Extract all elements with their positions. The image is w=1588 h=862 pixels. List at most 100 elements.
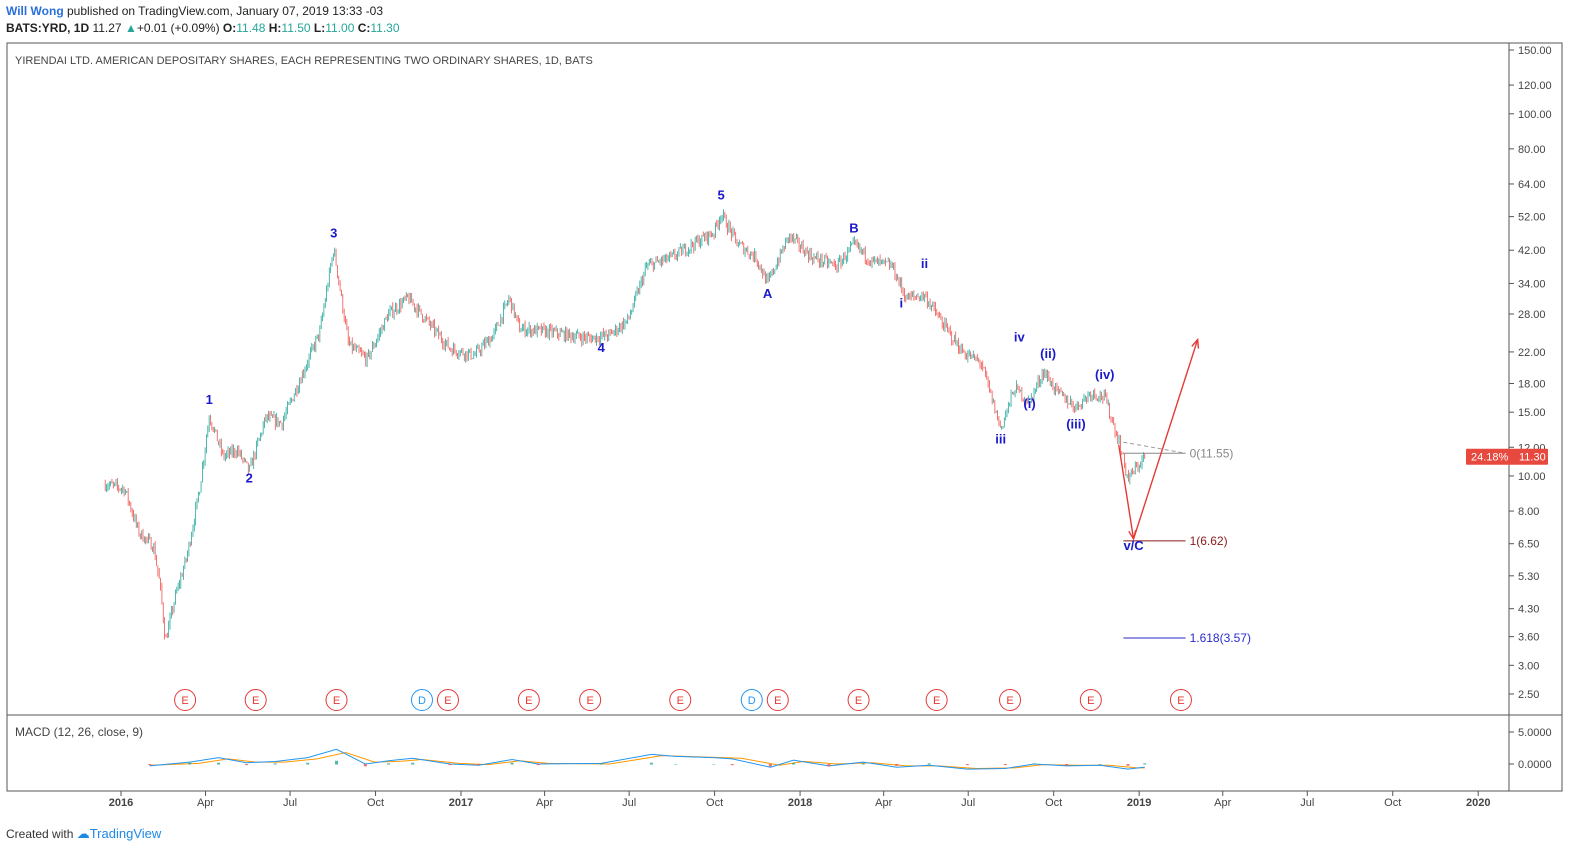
last-price-value: 11.30 xyxy=(1519,452,1546,464)
fib-label-0: 0(11.55) xyxy=(1190,446,1234,460)
event-marker-label: E xyxy=(1006,695,1013,707)
tradingview-logo-icon: ☁ xyxy=(76,826,90,841)
last-price: 11.27 xyxy=(92,21,122,35)
price-tick-label: 150.00 xyxy=(1518,45,1552,57)
time-tick-label: Apr xyxy=(1214,797,1231,809)
close-label: C: xyxy=(357,21,371,35)
macd-histogram-bar xyxy=(768,764,772,767)
price-tick-label: 80.00 xyxy=(1518,144,1546,156)
macd-label: MACD (12, 26, close, 9) xyxy=(15,725,143,739)
price-tick-label: 3.00 xyxy=(1518,660,1539,672)
price-tick-label: 10.00 xyxy=(1518,471,1546,483)
low-value: 11.00 xyxy=(325,21,355,35)
time-axis: 2016 Apr Jul Oct 2017 Apr Jul Oct 2018 Apr Jul Oct 2… xyxy=(109,791,1490,809)
event-marker-13[interactable] xyxy=(1079,689,1102,711)
macd-histogram-bar xyxy=(477,764,481,766)
price-axis: 150.00 120.00 100.00 80.00 64.00 52.00 42.00 34… xyxy=(1509,45,1552,701)
time-tick-label: Apr xyxy=(875,797,892,809)
open-value: 11.48 xyxy=(236,21,266,35)
event-marker-9[interactable] xyxy=(766,689,789,711)
macd-histogram-bar xyxy=(895,764,899,766)
macd-histogram-bar xyxy=(1032,763,1036,765)
fib-label-2: 1.618(3.57) xyxy=(1190,631,1251,645)
ohlc-row: BATS:YRD, 1D 11.27 ▲+0.01 (+0.09%) O:11.… xyxy=(6,20,400,37)
price-tick-label: 52.00 xyxy=(1518,212,1546,224)
time-tick-label: Jul xyxy=(1300,797,1314,809)
event-marker-label: D xyxy=(418,695,426,707)
open-label: O: xyxy=(222,21,237,35)
projection-arrowhead-up xyxy=(1191,337,1200,349)
event-marker-4[interactable] xyxy=(436,689,459,711)
price-tick-label: 120.00 xyxy=(1518,80,1552,92)
event-marker-8[interactable] xyxy=(740,689,763,711)
price-tick-label: 3.60 xyxy=(1518,632,1539,644)
wave-label-2: 3 xyxy=(330,226,337,241)
event-marker-label: E xyxy=(252,695,259,707)
event-marker-11[interactable] xyxy=(925,689,948,711)
event-marker-label: E xyxy=(333,695,340,707)
time-tick-label: 2019 xyxy=(1127,797,1151,809)
symbol-label: BATS:YRD, 1D xyxy=(6,21,90,35)
candlestick-series xyxy=(104,209,1146,640)
price-tick-label: 34.00 xyxy=(1518,278,1546,290)
tradingview-brand[interactable]: TradingView xyxy=(89,826,162,841)
wave-label-14: (iv) xyxy=(1095,367,1115,382)
wave-label-5: A xyxy=(763,286,773,301)
macd-histogram-bar xyxy=(861,763,865,765)
macd-histogram-bar xyxy=(827,764,831,767)
event-marker-1[interactable] xyxy=(244,689,267,711)
footer: Created with ☁TradingView xyxy=(6,826,161,842)
event-marker-label: E xyxy=(444,695,451,707)
wave-label-11: (i) xyxy=(1023,396,1035,411)
macd-histogram-bar xyxy=(335,760,339,765)
event-marker-label: E xyxy=(677,695,684,707)
price-tick-label: 15.00 xyxy=(1518,407,1546,419)
event-marker-7[interactable] xyxy=(669,689,692,711)
high-label: H: xyxy=(268,21,282,35)
macd-histogram-bar xyxy=(1065,764,1069,766)
wave-label-13: (iii) xyxy=(1066,417,1086,432)
price-tick-label: 5.30 xyxy=(1518,571,1539,583)
macd-histogram-bar xyxy=(927,763,931,765)
created-with-label: Created with xyxy=(6,827,74,841)
event-marker-label: E xyxy=(855,695,862,707)
price-tick-label: 100.00 xyxy=(1518,109,1552,121)
event-marker-0[interactable] xyxy=(174,689,197,711)
event-marker-5[interactable] xyxy=(517,689,540,711)
macd-tick-label: 0.0000 xyxy=(1518,759,1552,771)
event-marker-10[interactable] xyxy=(847,689,870,711)
time-tick-label: Oct xyxy=(706,797,723,809)
time-tick-label: Apr xyxy=(197,797,214,809)
event-marker-14[interactable] xyxy=(1169,689,1192,711)
price-tick-label: 42.00 xyxy=(1518,245,1546,257)
time-tick-label: Jul xyxy=(961,797,975,809)
chart-frame xyxy=(6,42,1563,792)
event-marker-label: E xyxy=(1177,695,1184,707)
event-marker-3[interactable] xyxy=(410,689,433,711)
wave-label-8: ii xyxy=(921,256,928,271)
macd-axis: 5.0000 0.0000 xyxy=(1509,727,1552,771)
macd-histogram-bar xyxy=(536,764,540,766)
macd-histogram-bar xyxy=(1003,764,1007,766)
wave-label-12: (ii) xyxy=(1040,346,1056,361)
wave-label-10: iv xyxy=(1014,330,1026,345)
event-marker-6[interactable] xyxy=(579,689,602,711)
event-marker-12[interactable] xyxy=(999,689,1022,711)
macd-histogram-bar xyxy=(217,762,221,765)
chart-title: YIRENDAI LTD. AMERICAN DEPOSITARY SHARES… xyxy=(15,55,593,67)
event-marker-label: E xyxy=(525,695,532,707)
macd-histogram-bar xyxy=(387,763,391,765)
time-tick-label: Apr xyxy=(536,797,553,809)
time-tick-label: Jul xyxy=(622,797,636,809)
publish-info: published on TradingView.com, January 07… xyxy=(67,4,383,18)
macd-histogram-bar xyxy=(649,762,653,765)
price-tick-label: 4.30 xyxy=(1518,604,1539,616)
event-marker-label: E xyxy=(1087,695,1094,707)
macd-histogram-bar xyxy=(1126,764,1130,766)
time-tick-label: Oct xyxy=(1384,797,1401,809)
macd-histogram-bar xyxy=(363,764,367,767)
event-marker-2[interactable] xyxy=(325,689,348,711)
author-name[interactable]: Will Wong xyxy=(6,4,64,18)
